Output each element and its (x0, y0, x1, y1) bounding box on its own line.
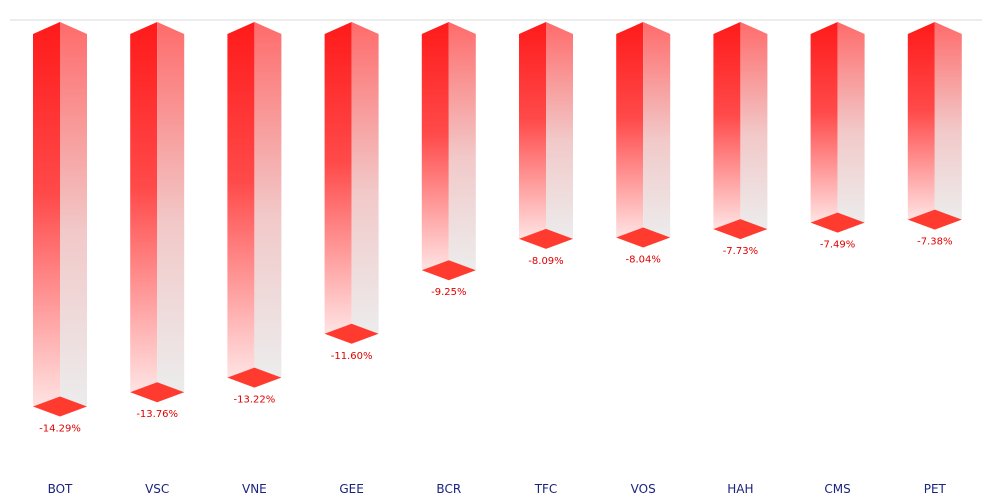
bar-side-face (546, 22, 573, 239)
bar-side-face (254, 22, 282, 378)
bar-cap (810, 212, 865, 233)
value-label: -7.73% (723, 246, 758, 257)
value-label: -8.09% (528, 256, 563, 267)
value-label: -13.76% (136, 409, 178, 420)
bar-front-face (421, 22, 449, 271)
bar-front-face (810, 22, 838, 223)
category-label: BOT (48, 482, 73, 496)
category-label: BCR (436, 482, 461, 496)
bar-cap (421, 260, 476, 281)
bar-side-face (934, 22, 962, 220)
bar (130, 22, 185, 403)
bar-front-face (227, 22, 255, 378)
bar-side-face (837, 22, 865, 223)
value-label: -11.60% (331, 351, 373, 362)
category-label: CMS (824, 482, 850, 496)
value-label: -13.22% (234, 395, 276, 406)
bar (33, 22, 87, 417)
bar-cap (907, 209, 962, 230)
bar-side-face (448, 22, 476, 271)
bars-layer (33, 22, 962, 417)
bar-cap (33, 396, 87, 417)
bar (616, 22, 671, 248)
bar (810, 22, 865, 233)
bar-side-face (157, 22, 185, 393)
bar (713, 22, 768, 240)
bar-cap (713, 219, 768, 240)
bar-side-face (351, 22, 379, 334)
bar-front-face (907, 22, 935, 220)
category-label: VSC (145, 482, 169, 496)
value-label: -7.49% (820, 240, 855, 251)
bar-side-face (60, 22, 87, 407)
bar-front-face (713, 22, 741, 230)
value-label: -8.04% (626, 254, 661, 265)
category-label: TFC (534, 482, 558, 496)
bar-cap (324, 323, 379, 344)
bar-cap (519, 228, 573, 249)
category-label: VOS (631, 482, 656, 496)
bar (227, 22, 282, 388)
value-label: -9.25% (431, 287, 466, 298)
bar (421, 22, 476, 281)
bar (324, 22, 379, 344)
bar (907, 22, 962, 230)
bar-front-face (519, 22, 546, 239)
bar (519, 22, 573, 249)
category-label: PET (924, 482, 947, 496)
value-label: -14.29% (39, 424, 81, 435)
bar-cap (130, 382, 185, 403)
category-label: GEE (339, 482, 363, 496)
bar-front-face (33, 22, 60, 407)
category-label: VNE (242, 482, 267, 496)
bar-side-face (643, 22, 671, 238)
bar-cap (227, 367, 282, 388)
labels-layer: -14.29% BOT -13.76% VSC -13.22% VNE -11.60% GEE… (39, 237, 952, 496)
category-label: HAH (727, 482, 753, 496)
bar-cap (616, 227, 671, 248)
bar-front-face (616, 22, 644, 238)
bar-front-face (130, 22, 158, 393)
value-label: -7.38% (917, 237, 952, 248)
bar-side-face (740, 22, 768, 230)
bar-front-face (324, 22, 352, 334)
